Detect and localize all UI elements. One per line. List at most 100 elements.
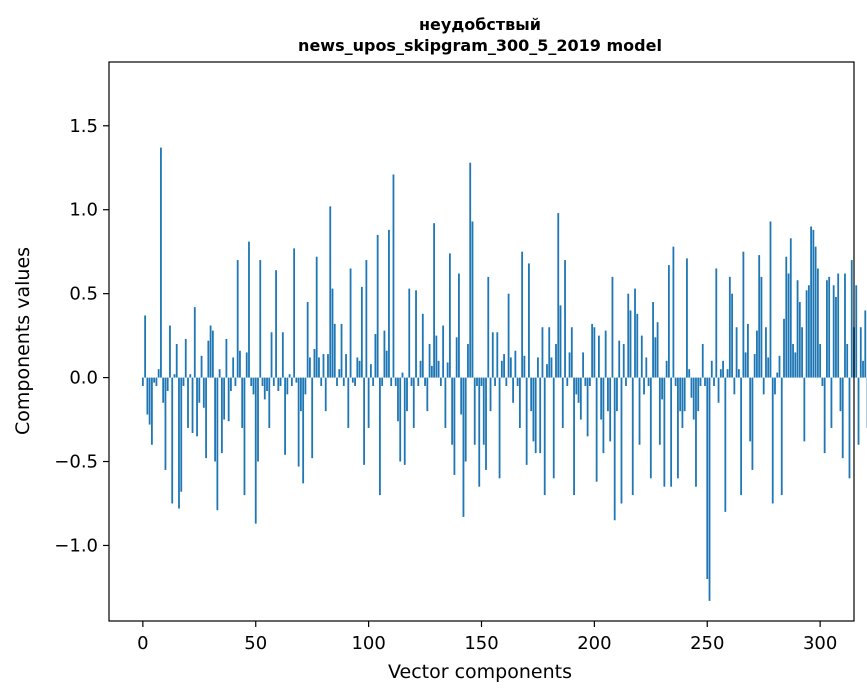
bar bbox=[160, 147, 162, 378]
bar bbox=[220, 377, 223, 454]
bar bbox=[591, 323, 594, 378]
bar bbox=[588, 377, 591, 386]
bar bbox=[503, 354, 505, 378]
bar bbox=[525, 377, 528, 465]
bar bbox=[331, 288, 334, 378]
bar bbox=[410, 377, 413, 386]
bar bbox=[275, 270, 277, 378]
bar bbox=[561, 377, 564, 428]
bar bbox=[636, 313, 639, 378]
bar bbox=[320, 377, 323, 386]
bar bbox=[369, 364, 372, 378]
bar bbox=[252, 377, 255, 395]
bar bbox=[611, 276, 614, 378]
bar bbox=[699, 377, 702, 386]
bar bbox=[356, 357, 359, 378]
bar bbox=[257, 377, 259, 462]
y-tick-label: 1.5 bbox=[69, 116, 98, 137]
bar bbox=[150, 377, 153, 445]
bar bbox=[746, 323, 749, 378]
bar bbox=[193, 307, 196, 378]
bar bbox=[471, 221, 474, 378]
bar bbox=[767, 357, 770, 378]
bar bbox=[719, 369, 722, 378]
bar bbox=[731, 293, 733, 378]
bar bbox=[595, 377, 598, 482]
bar bbox=[643, 377, 645, 395]
x-axis: 0 50 100 150 200 250 300 bbox=[137, 621, 837, 654]
bar bbox=[245, 352, 248, 378]
bar bbox=[408, 288, 411, 378]
bar bbox=[284, 377, 286, 455]
bar bbox=[211, 330, 214, 378]
bar bbox=[372, 377, 375, 386]
bar bbox=[363, 377, 366, 465]
bar bbox=[388, 229, 390, 378]
bar bbox=[857, 377, 860, 445]
bar bbox=[306, 302, 309, 378]
bar bbox=[514, 350, 517, 378]
bar bbox=[627, 293, 630, 378]
bar bbox=[397, 377, 399, 422]
bar bbox=[248, 241, 250, 378]
bar bbox=[552, 377, 555, 479]
x-tick-label: 250 bbox=[690, 633, 724, 654]
bar bbox=[704, 377, 706, 386]
y-tick-label: −0.5 bbox=[54, 452, 98, 473]
bar bbox=[530, 377, 533, 412]
bar bbox=[214, 377, 217, 462]
bar bbox=[575, 377, 578, 395]
bar bbox=[733, 377, 736, 395]
bar bbox=[342, 377, 345, 386]
bar bbox=[566, 377, 569, 386]
bar bbox=[819, 344, 822, 378]
bar bbox=[625, 377, 627, 386]
bar bbox=[656, 322, 659, 378]
bar bbox=[302, 377, 305, 484]
bar bbox=[329, 206, 332, 378]
bar bbox=[670, 377, 673, 487]
x-tick-label: 100 bbox=[351, 633, 385, 654]
bar bbox=[403, 377, 406, 465]
bar bbox=[862, 360, 864, 378]
x-tick-label: 50 bbox=[244, 633, 267, 654]
bar bbox=[577, 377, 580, 403]
bar bbox=[722, 360, 724, 378]
bar bbox=[417, 377, 420, 386]
bar bbox=[597, 335, 600, 378]
bar bbox=[207, 340, 210, 378]
bar bbox=[157, 369, 160, 378]
bar bbox=[828, 276, 831, 378]
bar bbox=[290, 377, 293, 386]
bar bbox=[523, 355, 526, 378]
bar bbox=[801, 327, 803, 378]
bar bbox=[665, 360, 668, 378]
bar bbox=[340, 323, 343, 378]
bar bbox=[859, 327, 862, 378]
bar bbox=[182, 377, 185, 386]
bar bbox=[778, 355, 781, 378]
bar bbox=[437, 360, 440, 378]
bar bbox=[814, 246, 817, 378]
bar bbox=[835, 297, 837, 378]
bar bbox=[805, 290, 808, 378]
bar bbox=[464, 377, 467, 462]
bar bbox=[392, 174, 395, 378]
bar bbox=[494, 377, 496, 386]
y-tick-label: 0.0 bbox=[69, 368, 98, 389]
bar bbox=[841, 377, 844, 459]
bar bbox=[311, 377, 314, 459]
bar-series bbox=[141, 147, 867, 601]
bar bbox=[737, 369, 740, 378]
bar bbox=[634, 288, 636, 378]
bar bbox=[564, 260, 566, 378]
bar bbox=[679, 377, 682, 412]
bar bbox=[697, 377, 700, 412]
bar bbox=[223, 377, 226, 420]
y-axis: −1.0 −0.5 0.0 0.5 1.0 1.5 bbox=[54, 116, 109, 556]
bar bbox=[467, 344, 469, 378]
bar bbox=[846, 344, 849, 378]
bar bbox=[460, 377, 463, 415]
bar bbox=[543, 377, 546, 496]
bar bbox=[279, 377, 282, 386]
